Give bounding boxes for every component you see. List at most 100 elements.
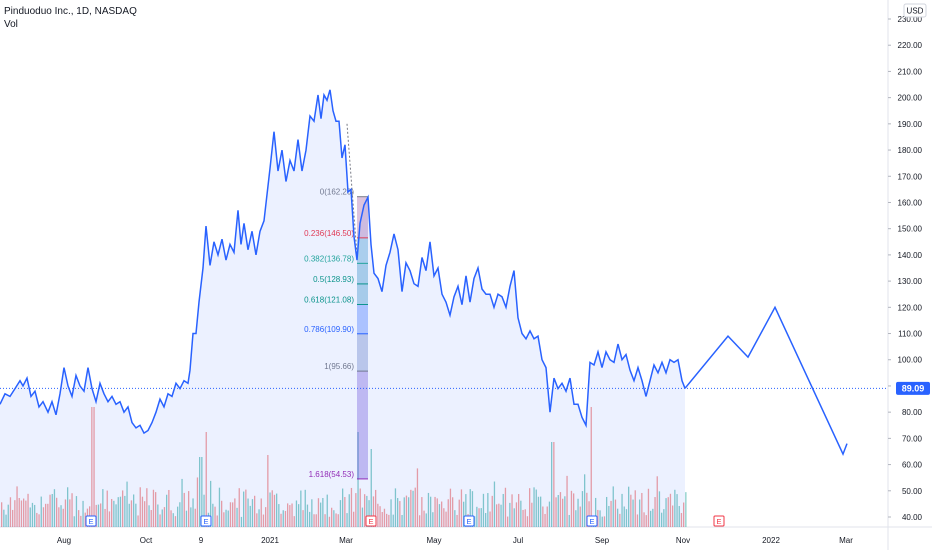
earnings-marker[interactable]: E: [713, 515, 725, 527]
x-tick-label: Aug: [57, 536, 71, 545]
volume-bar: [672, 505, 674, 527]
projection-line[interactable]: [684, 305, 848, 457]
volume-bar: [559, 492, 562, 527]
volume-label[interactable]: Vol: [4, 19, 18, 30]
price-axis[interactable]: 40.0050.0060.0070.0080.0090.00100.00110.…: [888, 15, 923, 522]
price-area-fill: [0, 89, 685, 528]
fib-level-label: 1(95.66): [324, 362, 354, 371]
volume-bar: [75, 496, 78, 527]
volume-bar: [188, 491, 190, 527]
volume-bar: [199, 457, 201, 527]
earnings-marker-label: E: [466, 517, 471, 526]
x-tick-label: Oct: [140, 536, 153, 545]
volume-bar: [280, 513, 282, 527]
volume-bar: [355, 493, 357, 527]
fib-zone: [357, 283, 368, 305]
volume-bar: [375, 489, 377, 527]
volume-bar: [601, 516, 603, 527]
volume-bar: [469, 489, 471, 527]
volume-bar: [265, 507, 267, 527]
volume-bar: [161, 509, 163, 527]
volume-bar: [227, 510, 229, 527]
volume-bar: [36, 512, 38, 527]
fib-level-label: 0.382(136.78): [304, 254, 354, 263]
earnings-marker[interactable]: E: [586, 515, 598, 527]
volume-bar: [621, 493, 623, 527]
earnings-marker[interactable]: E: [365, 515, 377, 527]
volume-bar: [291, 503, 293, 527]
volume-bar: [7, 504, 9, 527]
y-tick-label: 140.00: [898, 251, 923, 260]
volume-bar: [100, 503, 102, 527]
volume-bar: [564, 496, 566, 527]
volume-bar: [414, 487, 416, 527]
volume-bar: [168, 489, 170, 527]
fib-zone: [357, 333, 368, 372]
volume-bar: [115, 504, 117, 527]
volume-bar: [377, 503, 379, 527]
volume-bar: [410, 489, 412, 527]
volume-bar: [273, 494, 276, 527]
volume-bar: [185, 510, 188, 527]
volume-bar: [513, 508, 515, 527]
volume-bar: [546, 506, 548, 527]
x-tick-label: 2021: [261, 536, 279, 545]
volume-bar: [676, 494, 678, 527]
volume-bar: [533, 487, 535, 527]
y-tick-label: 190.00: [898, 120, 923, 129]
volume-bar: [405, 495, 408, 527]
earnings-marker[interactable]: E: [463, 515, 475, 527]
volume-bar: [568, 514, 570, 527]
volume-bar: [311, 499, 313, 527]
volume-bar: [300, 490, 302, 527]
volume-bar: [254, 495, 256, 527]
volume-bar: [218, 487, 221, 527]
volume-bar: [458, 499, 460, 527]
volume-bar: [370, 449, 372, 527]
volume-bar: [49, 494, 51, 527]
volume-bar: [139, 487, 141, 527]
volume-bar: [309, 511, 311, 527]
volume-bar: [126, 481, 128, 527]
volume-bar: [225, 509, 227, 527]
volume-bar: [20, 500, 23, 527]
volume-bar: [445, 511, 447, 527]
volume-bar: [372, 496, 375, 527]
volume-bar: [67, 487, 69, 527]
fibonacci-retracement[interactable]: 0(162.20) 0.236(146.50) 0.382(136.78) 0.5(1…: [304, 123, 368, 480]
volume-bar: [553, 442, 555, 527]
volume-bar: [599, 510, 601, 527]
volume-bar: [579, 506, 581, 527]
volume-bar: [249, 505, 251, 527]
currency-badge[interactable]: USD: [903, 3, 927, 18]
fib-zone: [357, 304, 368, 334]
volume-bar: [683, 502, 685, 527]
volume-bar: [91, 407, 93, 527]
volume-bar: [148, 505, 150, 527]
volume-bar: [179, 502, 181, 527]
volume-bar: [58, 507, 60, 527]
volume-bar: [152, 489, 155, 527]
volume-bar: [295, 500, 298, 527]
volume-bar: [628, 486, 630, 527]
earnings-marker[interactable]: E: [200, 515, 212, 527]
volume-bar: [482, 493, 485, 527]
earnings-marker[interactable]: E: [85, 515, 97, 527]
volume-bar: [163, 507, 166, 527]
volume-bar: [108, 511, 111, 527]
volume-bar: [652, 508, 654, 527]
volume-bar: [476, 506, 478, 527]
volume-bar: [465, 494, 467, 527]
volume-bar: [353, 511, 355, 527]
symbol-title[interactable]: Pinduoduo Inc., 1D, NASDAQ: [4, 6, 137, 17]
volume-bar: [557, 495, 559, 527]
y-tick-label: 220.00: [898, 41, 923, 50]
volume-bar: [278, 504, 280, 527]
x-tick-label: 9: [199, 536, 204, 545]
volume-bar: [210, 480, 212, 527]
time-axis[interactable]: Aug Oct 9 2021 Mar May Jul Sep Nov 2022 Mar: [57, 536, 853, 545]
volume-bar: [570, 490, 573, 527]
volume-bar: [258, 509, 260, 527]
